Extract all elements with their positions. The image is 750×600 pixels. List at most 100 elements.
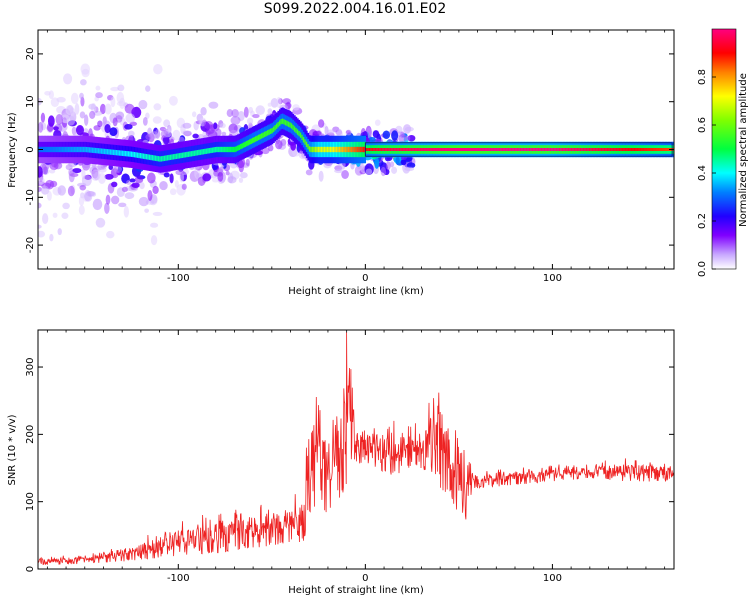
spectrogram-ridge-core — [90, 147, 93, 153]
spectrogram-ridge-core — [130, 151, 133, 157]
spectrogram-ridge-core — [115, 149, 118, 156]
spectrogram-ridge-core — [467, 147, 470, 152]
spectrogram-ridge-core — [566, 147, 569, 152]
spectrogram-ridge-core — [413, 147, 416, 152]
spectrogram-ridge-core — [79, 146, 82, 153]
spectrogram-ridge-core — [193, 150, 196, 156]
spectrogram-ridge-core — [277, 121, 280, 128]
spectrogram-ridge-core — [533, 147, 536, 152]
spectrogram-blob — [109, 127, 118, 137]
spectrogram-blob — [104, 124, 111, 134]
spectrogram-ridge-core — [301, 134, 304, 141]
spectrogram-blob — [80, 63, 91, 75]
spectrogram-ridge-core — [319, 146, 322, 153]
spectrogram-ridge-core — [311, 146, 314, 153]
spectrogram-ridge-core — [43, 146, 46, 153]
spectrogram-blob — [145, 85, 151, 92]
spectrogram-blob — [80, 79, 87, 86]
spectrogram-ridge-core — [356, 146, 359, 153]
spectrogram-blob — [211, 177, 220, 183]
spectrogram-ridge-core — [85, 146, 88, 153]
spectrogram-ridge-core — [145, 154, 148, 160]
spectrogram-ridge-core — [401, 147, 404, 152]
spectrogram-ridge-core — [427, 147, 429, 152]
spectrogram-blob — [252, 114, 260, 119]
spectrogram-blob — [318, 119, 325, 128]
spectrogram-ridge-core — [468, 147, 471, 152]
spectrogram-ridge-core — [615, 147, 618, 152]
spectrogram-ridge-core — [162, 155, 165, 162]
spectrogram-blob — [365, 168, 373, 175]
spectrogram-blob — [182, 130, 192, 135]
spectrogram-ridge-core — [133, 151, 136, 158]
spectrogram-ridge-core — [126, 151, 129, 157]
spectrogram-ridge-core — [480, 147, 483, 152]
spectrogram-ridge-core — [620, 147, 622, 152]
spectrogram-ridge-core — [599, 147, 601, 152]
spectrogram-ridge-core — [479, 147, 482, 152]
spectrogram-ridge-core — [296, 129, 299, 135]
spectrogram-ridge-core — [527, 147, 530, 152]
spectrogram-ridge-core — [283, 119, 286, 125]
spectrogram-ridge-core — [251, 137, 254, 144]
spectrogram-blob — [41, 163, 47, 175]
spectrogram-ridge-core — [516, 147, 519, 152]
spectrogram-ridge-core — [229, 146, 232, 153]
spectrogram-ridge-core — [298, 130, 301, 137]
spectrogram-blob — [124, 123, 133, 130]
spectrogram-ridge-core — [433, 147, 435, 152]
spectrogram-ridge-core — [431, 147, 434, 152]
spectrogram-blob — [395, 156, 400, 165]
colorbar-label: Normalized spectral amplitude — [738, 73, 749, 227]
spectrogram-ridge-core — [168, 154, 170, 161]
spectrogram-ridge-core — [112, 149, 115, 156]
spectrogram-ridge-core — [178, 153, 181, 159]
spectrogram-ridge-core — [317, 146, 320, 153]
spectrogram-blob — [318, 170, 324, 182]
spectrogram-blob — [38, 176, 45, 185]
spectrogram-blob — [84, 192, 93, 202]
spectrogram-ridge-core — [256, 135, 259, 141]
spectrogram-ridge-core — [572, 147, 575, 152]
spectrogram-ridge-core — [240, 143, 242, 150]
spectrogram-ridge-core — [76, 146, 79, 153]
spectrogram-y-tick-label: 0 — [25, 146, 36, 152]
spectrogram-ridge-core — [254, 136, 257, 142]
spectrogram-blob — [53, 126, 59, 131]
spectrogram-blob — [138, 196, 149, 207]
spectrogram-ridge-core — [590, 147, 592, 152]
spectrogram-ridge-core — [445, 147, 447, 152]
spectrogram-ridge-core — [492, 147, 495, 152]
spectrogram-ridge-core — [96, 148, 99, 154]
spectrogram-blob — [61, 212, 69, 219]
spectrogram-ridge-core — [367, 147, 370, 152]
spectrogram-ridge-core — [322, 146, 325, 153]
spectrogram-blob — [220, 122, 226, 129]
spectrogram-blob — [150, 222, 159, 228]
spectrogram-x-tick-label: 0 — [362, 273, 368, 284]
spectrogram-ridge-core — [228, 146, 230, 153]
spectrogram-ridge-core — [542, 147, 545, 152]
spectrogram-ridge-core — [416, 147, 419, 152]
spectrogram-ridge-core — [488, 147, 491, 152]
spectrogram-ridge-core — [241, 143, 244, 149]
spectrogram-ridge-core — [415, 147, 417, 152]
spectrogram-blob — [134, 175, 144, 184]
spectrogram-ridge-core — [199, 149, 202, 155]
spectrogram-blob — [243, 106, 249, 118]
spectrogram-blob — [191, 111, 197, 118]
snr-panel: -100 0 100 0 100 200 300 Height of straight li… — [7, 329, 675, 596]
spectrogram-blob — [200, 107, 207, 116]
spectrogram-ridge-core — [305, 141, 308, 148]
spectrogram-ridge-core — [198, 149, 200, 156]
spectrogram-ridge-core — [376, 147, 379, 152]
spectrogram-blob — [153, 64, 163, 75]
spectrogram-ridge-core — [48, 146, 51, 153]
spectrogram-blob — [152, 116, 162, 124]
spectrogram-ridge-core — [94, 147, 97, 154]
spectrogram-ridge-core — [584, 147, 587, 152]
spectrogram-ridge-core — [117, 150, 120, 156]
spectrogram-ridge-core — [561, 147, 564, 152]
spectrogram-ridge-core — [302, 137, 305, 143]
spectrogram-ridge-core — [290, 123, 293, 129]
